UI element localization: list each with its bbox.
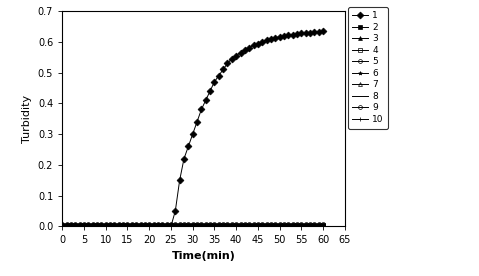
9 <box>198 222 204 225</box>
10 <box>59 225 65 228</box>
10 <box>151 225 157 228</box>
9 <box>320 222 326 225</box>
6 <box>120 224 126 227</box>
7 <box>320 224 326 227</box>
10 <box>285 225 291 228</box>
7 <box>198 224 204 227</box>
2 <box>120 224 126 227</box>
2 <box>198 224 204 227</box>
3 <box>285 224 291 227</box>
5 <box>285 224 291 227</box>
5 <box>198 224 204 227</box>
4 <box>320 224 326 227</box>
1 <box>120 225 126 228</box>
6 <box>151 224 157 227</box>
8 <box>285 224 291 228</box>
Line: 10: 10 <box>60 224 325 228</box>
1 <box>59 225 65 228</box>
2 <box>285 224 291 227</box>
4 <box>151 224 157 227</box>
6 <box>216 224 222 227</box>
6 <box>320 224 326 227</box>
7 <box>120 224 126 227</box>
4 <box>120 224 126 227</box>
3 <box>198 224 204 227</box>
6 <box>112 224 117 227</box>
2 <box>151 224 157 227</box>
9 <box>285 222 291 225</box>
9 <box>112 222 117 225</box>
1 <box>151 225 157 228</box>
2 <box>59 224 65 227</box>
8 <box>198 224 204 228</box>
4 <box>59 224 65 227</box>
3 <box>112 224 117 227</box>
5 <box>216 224 222 227</box>
4 <box>285 224 291 227</box>
5 <box>151 224 157 227</box>
3 <box>320 224 326 227</box>
Legend: 1, 2, 3, 4, 5, 6, 7, 8, 9, 10: 1, 2, 3, 4, 5, 6, 7, 8, 9, 10 <box>348 7 388 129</box>
4 <box>198 224 204 227</box>
10 <box>320 225 326 228</box>
Line: 3: 3 <box>60 224 325 228</box>
2 <box>216 224 222 227</box>
7 <box>112 224 117 227</box>
10 <box>120 225 126 228</box>
2 <box>112 224 117 227</box>
8 <box>120 224 126 228</box>
8 <box>320 224 326 228</box>
2 <box>320 224 326 227</box>
9 <box>120 222 126 225</box>
1 <box>112 225 117 228</box>
Line: 4: 4 <box>60 224 325 228</box>
1 <box>216 74 222 77</box>
Line: 7: 7 <box>60 224 325 228</box>
7 <box>285 224 291 227</box>
8 <box>59 224 65 228</box>
3 <box>120 224 126 227</box>
9 <box>59 222 65 225</box>
5 <box>112 224 117 227</box>
8 <box>112 224 117 228</box>
6 <box>198 224 204 227</box>
4 <box>216 224 222 227</box>
1 <box>198 108 204 111</box>
Line: 6: 6 <box>60 224 325 228</box>
5 <box>120 224 126 227</box>
6 <box>285 224 291 227</box>
Line: 5: 5 <box>60 224 325 227</box>
Line: 2: 2 <box>60 224 325 227</box>
Y-axis label: Turbidity: Turbidity <box>23 95 32 143</box>
7 <box>59 224 65 227</box>
4 <box>112 224 117 227</box>
3 <box>216 224 222 227</box>
3 <box>151 224 157 227</box>
X-axis label: Time(min): Time(min) <box>171 251 236 261</box>
Line: 1: 1 <box>60 29 326 229</box>
10 <box>198 225 204 228</box>
6 <box>59 224 65 227</box>
1 <box>285 34 291 37</box>
7 <box>151 224 157 227</box>
Line: 9: 9 <box>60 222 325 226</box>
8 <box>216 224 222 228</box>
10 <box>112 225 117 228</box>
9 <box>216 222 222 225</box>
7 <box>216 224 222 227</box>
3 <box>59 224 65 227</box>
9 <box>151 222 157 225</box>
8 <box>151 224 157 228</box>
5 <box>320 224 326 227</box>
1 <box>320 30 326 33</box>
5 <box>59 224 65 227</box>
10 <box>216 225 222 228</box>
